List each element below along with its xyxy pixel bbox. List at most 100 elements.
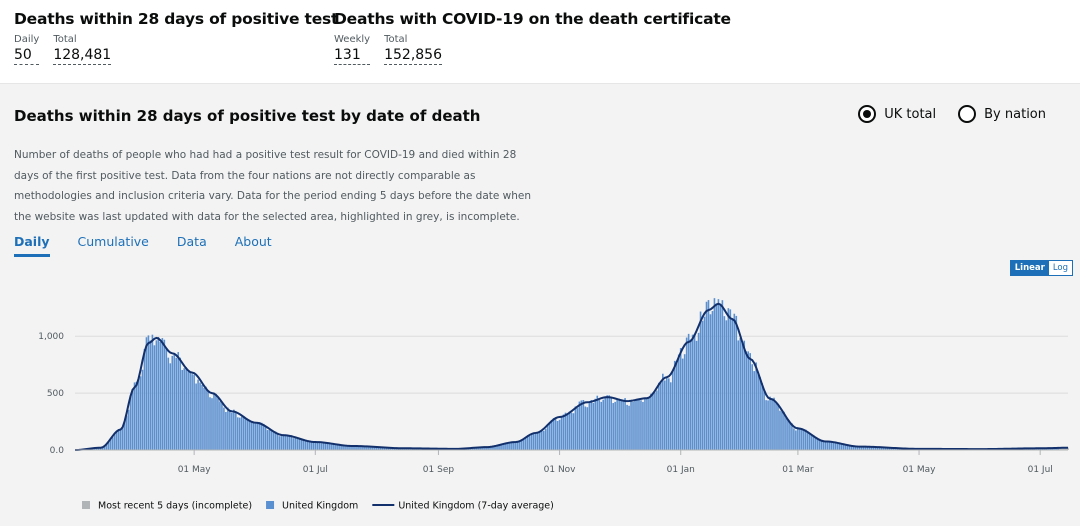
bar bbox=[185, 367, 187, 450]
bar bbox=[696, 341, 698, 450]
bar bbox=[833, 442, 835, 450]
bar bbox=[781, 412, 783, 450]
radio-button-selected[interactable] bbox=[858, 105, 876, 123]
bar bbox=[638, 399, 640, 450]
bar bbox=[305, 440, 307, 450]
tab-cumulative[interactable]: Cumulative bbox=[78, 234, 149, 257]
bar bbox=[289, 435, 291, 450]
tab-about[interactable]: About bbox=[235, 234, 272, 257]
bar bbox=[557, 421, 559, 450]
total-label: Total bbox=[53, 34, 111, 45]
bar bbox=[132, 389, 134, 450]
bar bbox=[642, 402, 644, 450]
bar bbox=[217, 398, 219, 450]
weekly-value[interactable]: 131 bbox=[334, 47, 370, 65]
bar bbox=[251, 422, 253, 450]
bar bbox=[162, 338, 164, 450]
bar bbox=[654, 392, 656, 450]
bar bbox=[581, 400, 583, 450]
bar bbox=[618, 399, 620, 450]
bar bbox=[688, 334, 690, 450]
bar bbox=[541, 430, 543, 450]
radio-button-unselected[interactable] bbox=[958, 105, 976, 123]
bar bbox=[622, 400, 624, 450]
bar bbox=[670, 382, 672, 450]
bar bbox=[146, 337, 148, 450]
bar bbox=[233, 410, 235, 450]
bar bbox=[579, 402, 581, 450]
death-certificate-title: Deaths with COVID-19 on the death certif… bbox=[334, 10, 731, 28]
bar bbox=[205, 387, 207, 450]
bar bbox=[751, 364, 753, 450]
bar bbox=[152, 335, 154, 450]
bar bbox=[539, 432, 541, 450]
bar bbox=[616, 399, 618, 450]
bar bbox=[831, 442, 833, 450]
bar bbox=[791, 423, 793, 450]
bar bbox=[583, 400, 585, 450]
bar bbox=[112, 437, 114, 450]
total-value[interactable]: 128,481 bbox=[53, 47, 111, 65]
bar bbox=[118, 429, 120, 450]
bar bbox=[245, 418, 247, 450]
x-tick-label: 01 Sep bbox=[423, 465, 455, 475]
bar bbox=[533, 433, 535, 450]
bar bbox=[287, 435, 289, 450]
tab-data[interactable]: Data bbox=[177, 234, 207, 257]
bar bbox=[271, 430, 273, 450]
bar bbox=[797, 427, 799, 450]
x-tick-label: 01 Mar bbox=[782, 465, 814, 475]
bar bbox=[692, 335, 694, 450]
headline-summary: Deaths within 28 days of positive test D… bbox=[0, 0, 1080, 84]
bar bbox=[837, 444, 839, 450]
daily-value[interactable]: 50 bbox=[14, 47, 39, 65]
bar bbox=[221, 403, 223, 450]
bar bbox=[658, 383, 660, 450]
bar bbox=[291, 435, 293, 450]
bar bbox=[297, 438, 299, 450]
radio-by-nation[interactable]: By nation bbox=[958, 105, 1046, 123]
log-scale-button[interactable]: Log bbox=[1049, 261, 1072, 275]
bar bbox=[229, 412, 231, 450]
bar bbox=[130, 397, 132, 450]
x-tick-label: 01 Jan bbox=[667, 465, 695, 475]
bar bbox=[535, 432, 537, 450]
bar bbox=[517, 442, 519, 450]
certificate-total-value[interactable]: 152,856 bbox=[384, 47, 442, 65]
bar bbox=[269, 430, 271, 450]
bar bbox=[309, 442, 311, 450]
bar bbox=[312, 442, 314, 450]
bar bbox=[660, 382, 662, 450]
bar bbox=[817, 439, 819, 450]
bar bbox=[223, 408, 225, 450]
bar bbox=[257, 422, 259, 450]
bar bbox=[225, 412, 227, 450]
bar bbox=[610, 397, 612, 450]
radio-uk-total[interactable]: UK total bbox=[858, 105, 936, 123]
x-tick-label: 01 Jul bbox=[303, 465, 328, 475]
bar bbox=[501, 445, 503, 450]
bar bbox=[573, 413, 575, 450]
bar bbox=[682, 359, 684, 450]
bar bbox=[235, 412, 237, 450]
bar bbox=[219, 401, 221, 450]
bar bbox=[122, 428, 124, 450]
tab-daily[interactable]: Daily bbox=[14, 234, 50, 257]
bar bbox=[189, 372, 191, 450]
bar bbox=[281, 436, 283, 450]
bar bbox=[567, 413, 569, 450]
bar bbox=[777, 405, 779, 450]
bar bbox=[624, 398, 626, 450]
bar bbox=[179, 358, 181, 450]
bar bbox=[199, 383, 201, 450]
linear-scale-button[interactable]: Linear bbox=[1011, 261, 1049, 275]
bar bbox=[763, 391, 765, 450]
bar bbox=[154, 345, 156, 450]
bar bbox=[549, 423, 551, 450]
bar bbox=[138, 379, 140, 450]
bar bbox=[722, 300, 724, 450]
bar bbox=[160, 342, 162, 450]
bar bbox=[594, 399, 596, 450]
death-certificate-metric: Deaths with COVID-19 on the death certif… bbox=[334, 10, 731, 65]
bar bbox=[743, 341, 745, 450]
